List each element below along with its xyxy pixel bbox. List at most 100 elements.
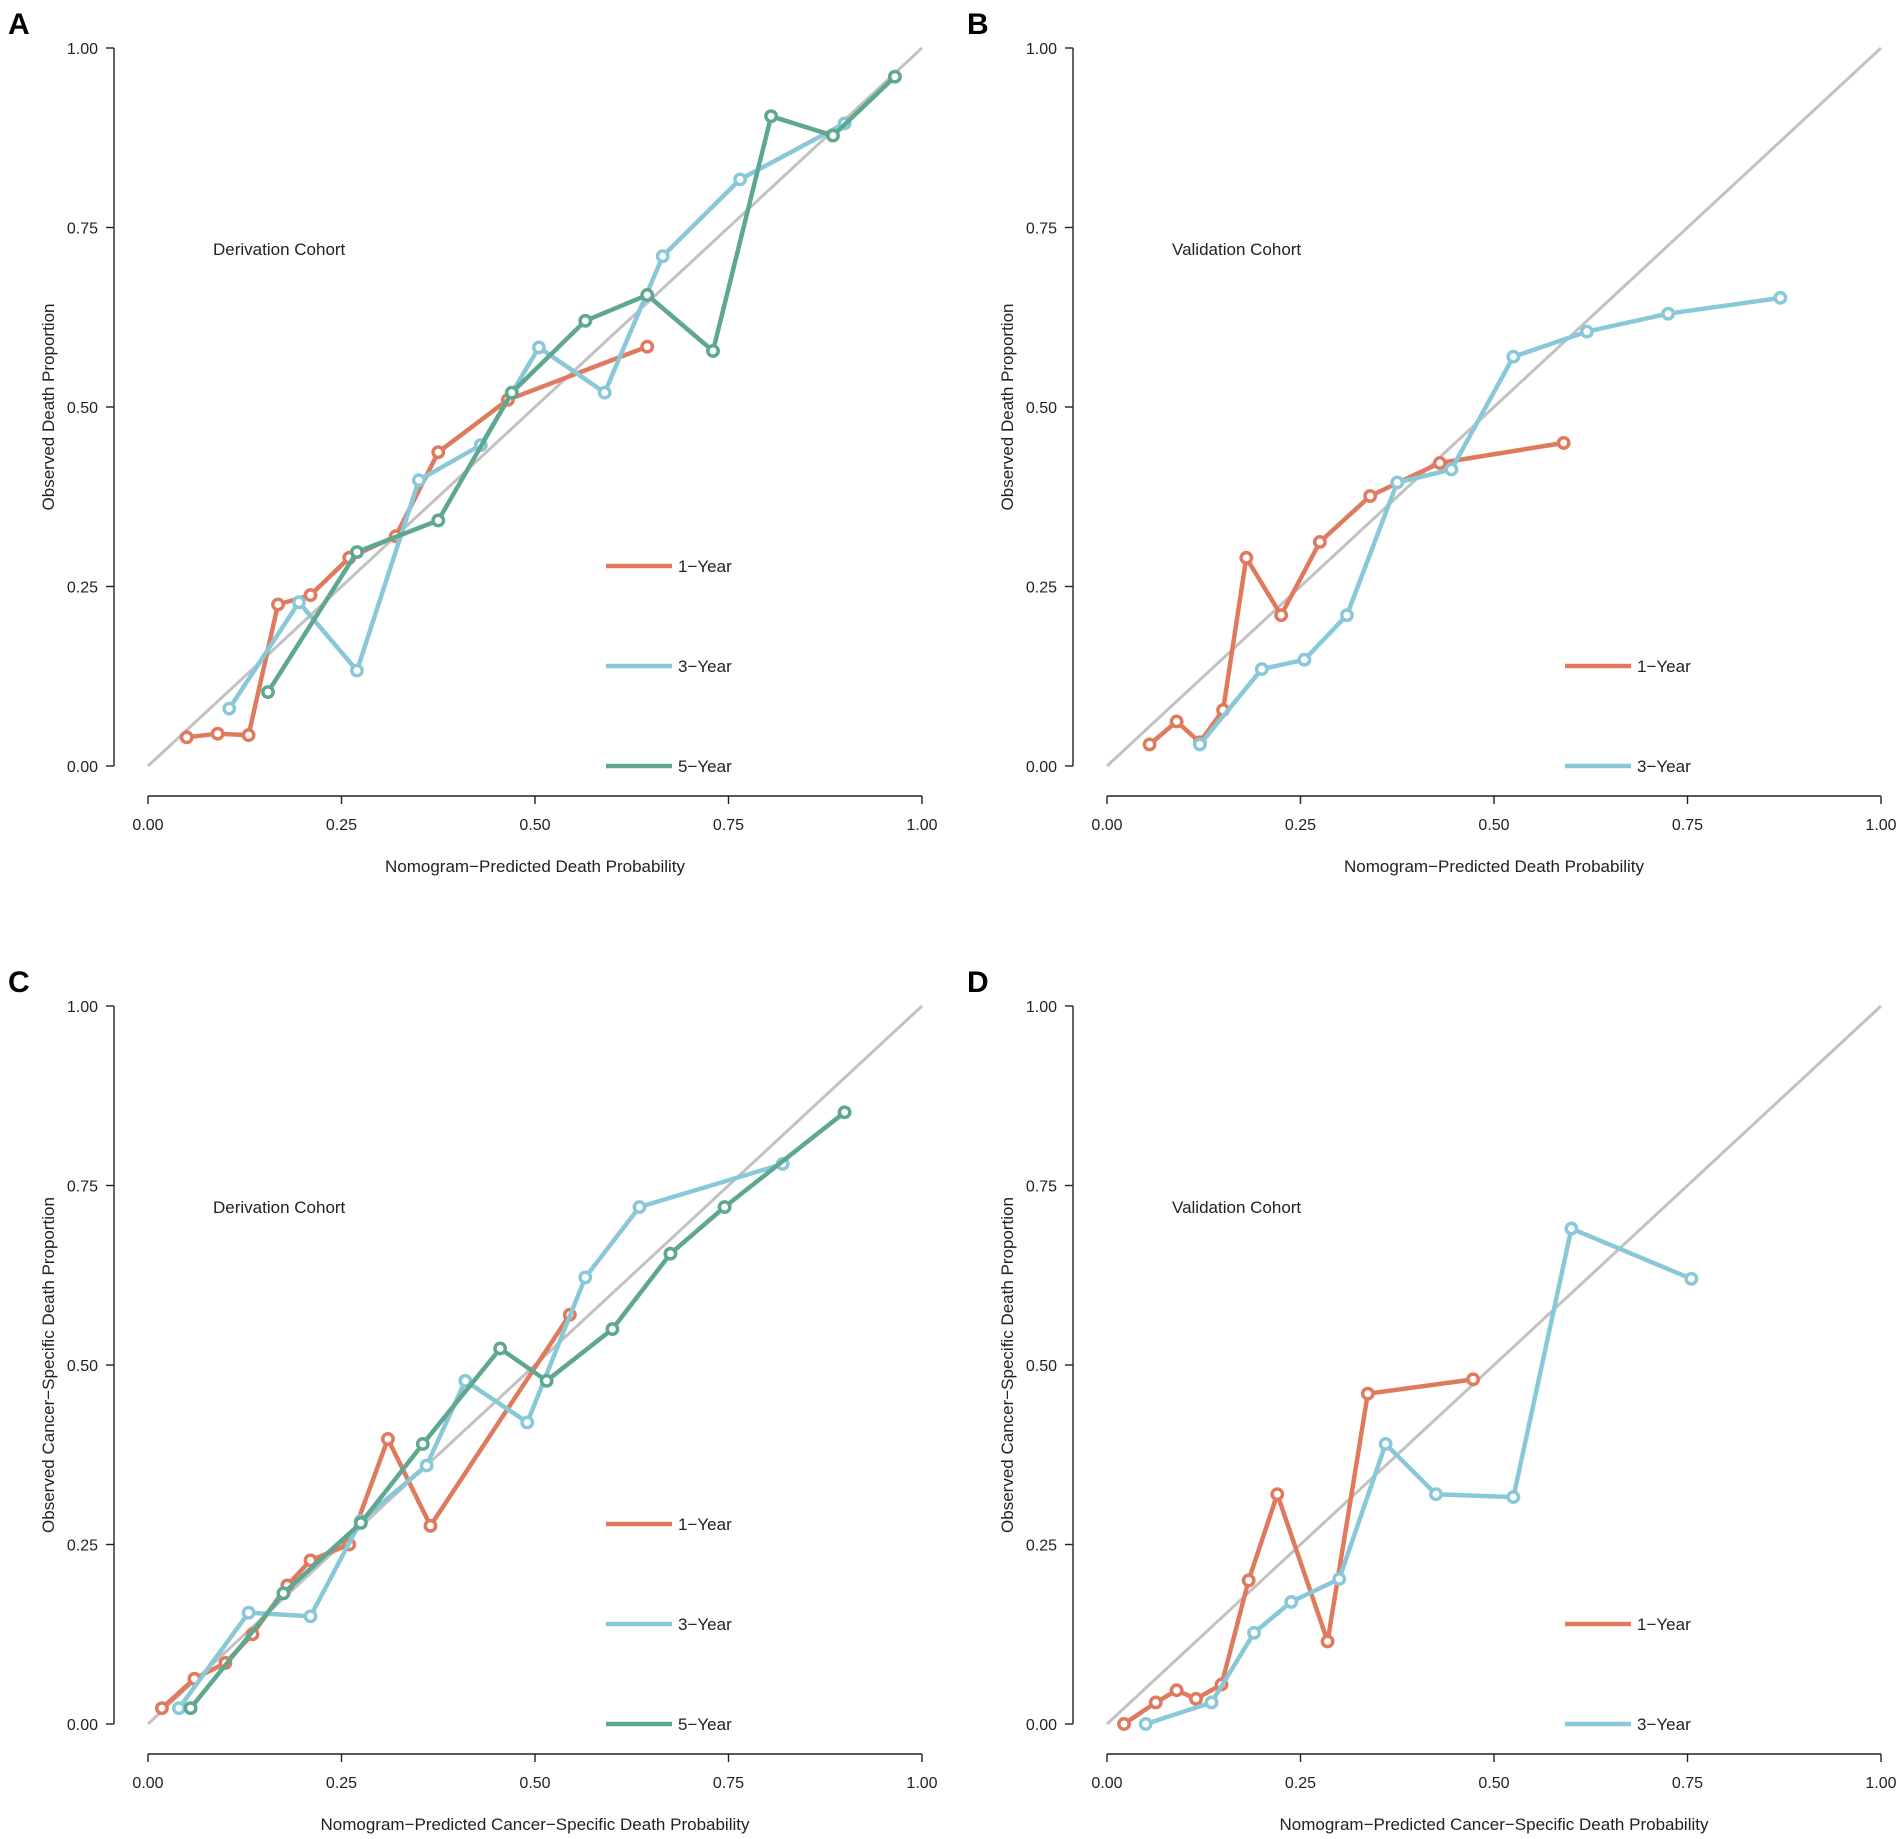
panel-letter: D: [967, 966, 989, 999]
data-point: [504, 385, 519, 400]
data-point: [733, 172, 748, 187]
calibration-panel-b: B 0.00 0.25 0.50 0.75 1.00 0.00 0.25 0.50 0.75 1.0…: [967, 8, 1897, 876]
y-axis-title: Observed Cancer−Specific Death Proportio…: [39, 1197, 58, 1533]
data-point: [179, 730, 194, 745]
cohort-label: Validation Cohort: [1172, 1198, 1301, 1217]
data-point: [578, 1270, 593, 1285]
y-tick-label: 0.75: [1026, 1179, 1057, 1196]
legend-label: 1−Year: [1637, 657, 1691, 676]
data-point: [411, 473, 426, 488]
data-point: [1270, 1487, 1285, 1502]
data-point: [539, 1373, 554, 1388]
data-point: [764, 109, 779, 124]
data-point: [1192, 737, 1207, 752]
data-point: [1378, 1437, 1393, 1451]
data-point: [1320, 1634, 1335, 1649]
y-tick-label: 1.00: [67, 41, 98, 58]
legend-item-three-year: 3−Year: [606, 657, 732, 676]
data-point: [706, 344, 720, 358]
y-tick-label: 0.25: [1026, 1538, 1057, 1555]
data-point: [303, 1553, 318, 1568]
legend-item-five-year: 5−Year: [606, 757, 732, 776]
data-point: [291, 595, 306, 610]
y-tick-label: 1.00: [67, 999, 98, 1016]
data-point: [1429, 1487, 1443, 1502]
data-point: [241, 728, 256, 743]
x-tick-label: 0.00: [132, 817, 163, 834]
legend-item-one-year: 1−Year: [1565, 657, 1691, 676]
legend-item-three-year: 3−Year: [1565, 1715, 1691, 1734]
data-point: [1284, 1594, 1299, 1609]
x-tick-label: 0.25: [1285, 817, 1316, 834]
data-point: [1312, 535, 1327, 549]
legend-label: 3−Year: [1637, 1715, 1691, 1734]
y-tick-label: 0.75: [67, 1179, 98, 1196]
data-point: [1332, 1572, 1347, 1586]
data-point: [520, 1415, 535, 1430]
data-point: [1432, 456, 1447, 470]
y-axis-title: Observed Cancer−Specific Death Proportio…: [998, 1197, 1017, 1533]
x-axis-title: Nomogram−Predicted Cancer−Specific Death…: [321, 1815, 750, 1834]
data-point: [826, 128, 840, 143]
calibration-panel-a: A 0.00 0.25 0.50 0.75 1.00 0.00 0.25 0.50 0.75 1.0…: [8, 8, 938, 876]
legend-item-one-year: 1−Year: [1565, 1615, 1691, 1634]
data-point: [1556, 435, 1571, 450]
legend-item-five-year: 5−Year: [606, 1715, 732, 1734]
data-point: [1297, 652, 1312, 667]
series-line: [265, 74, 898, 695]
x-tick-label: 0.75: [713, 1775, 744, 1792]
legend-label: 1−Year: [678, 1515, 732, 1534]
y-tick-label: 0.25: [67, 1538, 98, 1555]
x-tick-label: 1.00: [1865, 817, 1896, 834]
cohort-label: Validation Cohort: [1172, 240, 1301, 259]
x-tick-label: 0.50: [1478, 817, 1509, 834]
data-point: [640, 288, 655, 302]
series-five-year: [183, 1105, 852, 1716]
legend-label: 5−Year: [678, 1715, 732, 1734]
x-tick-label: 0.75: [1672, 1775, 1703, 1792]
x-tick-label: 1.00: [906, 1775, 937, 1792]
y-tick-label: 0.00: [67, 759, 98, 776]
data-point: [1254, 662, 1269, 677]
legend-label: 3−Year: [1637, 757, 1691, 776]
x-tick-label: 0.75: [1672, 817, 1703, 834]
panel-letter: B: [967, 8, 989, 41]
legend-item-three-year: 3−Year: [606, 1615, 732, 1634]
data-point: [837, 1105, 852, 1120]
data-point: [431, 445, 446, 460]
data-point: [419, 1458, 434, 1473]
series-one-year: [179, 339, 655, 745]
data-point: [1247, 1625, 1262, 1640]
data-point: [1390, 475, 1405, 490]
x-tick-label: 0.00: [132, 1775, 163, 1792]
data-point: [1506, 349, 1521, 364]
data-point: [415, 1437, 430, 1451]
y-tick-label: 0.75: [67, 221, 98, 238]
y-tick-label: 0.50: [1026, 1358, 1057, 1375]
data-point: [1564, 1221, 1579, 1236]
data-point: [1339, 608, 1354, 623]
data-point: [154, 1701, 169, 1716]
y-tick-label: 0.75: [1026, 221, 1057, 238]
series-one-year: [1117, 1372, 1481, 1731]
data-point: [1773, 290, 1788, 305]
data-point: [1117, 1717, 1131, 1731]
x-axis-title: Nomogram−Predicted Cancer−Specific Death…: [1280, 1815, 1709, 1834]
data-point: [1444, 462, 1459, 477]
x-axis-title: Nomogram−Predicted Death Probability: [1344, 857, 1645, 876]
data-point: [1142, 737, 1157, 752]
data-point: [261, 685, 275, 699]
y-tick-label: 0.00: [1026, 1717, 1057, 1734]
x-axis-title: Nomogram−Predicted Death Probability: [385, 857, 686, 876]
panel-letter: A: [8, 8, 30, 41]
series-line: [1143, 1226, 1694, 1727]
data-point: [1241, 1573, 1256, 1588]
data-point: [1684, 1271, 1699, 1286]
ideal-calibration-line: [1105, 46, 1883, 768]
data-point: [1204, 1695, 1219, 1710]
x-tick-label: 0.50: [519, 1775, 550, 1792]
data-point: [493, 1341, 508, 1356]
series-line: [176, 1161, 785, 1711]
series-line: [1197, 295, 1783, 747]
ideal-calibration-line: [146, 46, 924, 768]
